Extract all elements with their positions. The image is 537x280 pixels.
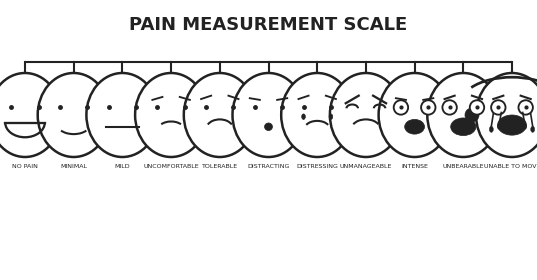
Circle shape (421, 100, 436, 115)
Text: 1: 1 (70, 76, 78, 88)
Ellipse shape (427, 73, 499, 157)
Text: MINIMAL: MINIMAL (60, 165, 87, 169)
Ellipse shape (379, 73, 451, 157)
Ellipse shape (489, 126, 494, 132)
Circle shape (491, 100, 505, 115)
Ellipse shape (531, 126, 535, 132)
Ellipse shape (329, 114, 333, 119)
Ellipse shape (302, 114, 306, 119)
Ellipse shape (281, 73, 353, 157)
Text: UNBEARABLE: UNBEARABLE (442, 165, 484, 169)
Text: NO PAIN: NO PAIN (12, 165, 38, 169)
Ellipse shape (86, 73, 158, 157)
Ellipse shape (330, 73, 402, 157)
Text: 2: 2 (119, 76, 126, 88)
Circle shape (394, 100, 408, 115)
Ellipse shape (405, 119, 425, 134)
Circle shape (519, 100, 533, 115)
Ellipse shape (476, 73, 537, 157)
Text: 4: 4 (216, 76, 224, 88)
Ellipse shape (0, 73, 61, 157)
Ellipse shape (498, 115, 526, 135)
Ellipse shape (265, 123, 272, 130)
Text: TOLERABLE: TOLERABLE (202, 165, 238, 169)
Text: 8: 8 (411, 76, 419, 88)
Text: UNABLE TO MOVE: UNABLE TO MOVE (484, 165, 537, 169)
Ellipse shape (451, 118, 476, 136)
Text: 3: 3 (167, 76, 175, 88)
Text: 5: 5 (265, 76, 272, 88)
Ellipse shape (184, 73, 256, 157)
Text: 9: 9 (459, 76, 467, 88)
Text: 6: 6 (313, 76, 321, 88)
Text: MILD: MILD (114, 165, 130, 169)
Text: UNCOMFORTABLE: UNCOMFORTABLE (143, 165, 199, 169)
Text: 10: 10 (504, 76, 520, 88)
Circle shape (442, 100, 457, 115)
Ellipse shape (135, 73, 207, 157)
Text: DISTRESSING: DISTRESSING (296, 165, 338, 169)
Ellipse shape (497, 123, 502, 129)
Circle shape (470, 100, 484, 115)
Text: DISTRACTING: DISTRACTING (248, 165, 289, 169)
Circle shape (465, 108, 479, 122)
Ellipse shape (523, 123, 527, 129)
Text: INTENSE: INTENSE (401, 165, 428, 169)
Ellipse shape (38, 73, 110, 157)
Text: UNMANAGEABLE: UNMANAGEABLE (340, 165, 392, 169)
Ellipse shape (233, 73, 304, 157)
Text: 0: 0 (21, 76, 29, 88)
Text: PAIN MEASUREMENT SCALE: PAIN MEASUREMENT SCALE (129, 16, 408, 34)
Text: 7: 7 (362, 76, 370, 88)
